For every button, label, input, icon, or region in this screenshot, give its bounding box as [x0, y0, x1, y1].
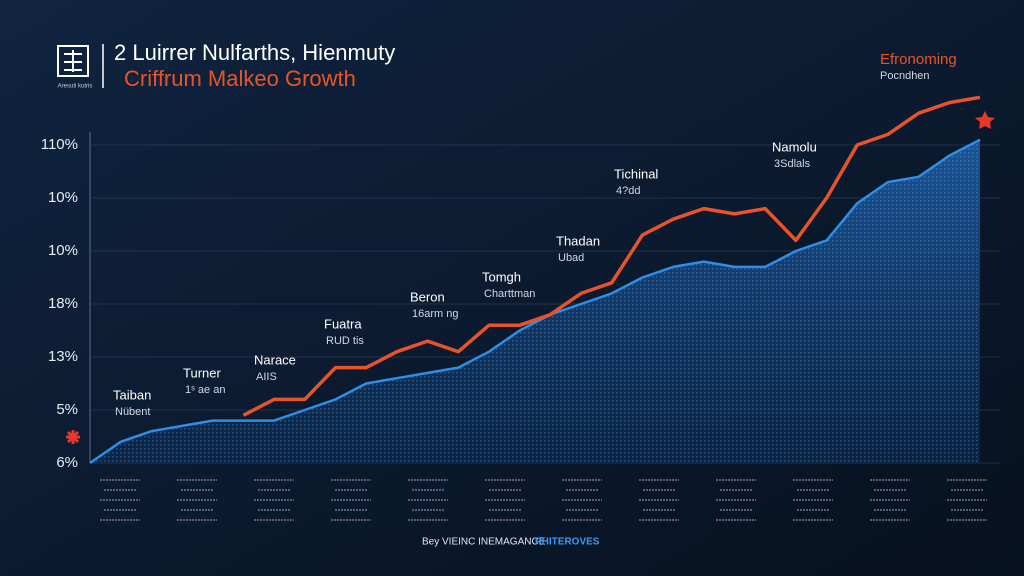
area-texture: [90, 139, 980, 463]
y-tick-label: 110%: [41, 136, 78, 153]
annotation-title: Fuatra: [324, 316, 362, 331]
footer-text: Bey VIEINC INEMAGANCE: [422, 537, 546, 548]
y-tick-label: 10%: [48, 242, 78, 259]
logo-caption: Aresuti kutris: [58, 84, 93, 90]
series-line: [242, 95, 981, 417]
left-marker: [66, 430, 80, 444]
series-line: [89, 138, 981, 465]
y-tick-label: 18%: [48, 295, 78, 312]
y-tick-label: 10%: [48, 189, 78, 206]
annotation-title: Tomgh: [482, 269, 521, 284]
annotation-subtitle: Nübent: [115, 406, 150, 418]
annotation-subtitle: 16arm ng: [412, 308, 458, 320]
annotation-subtitle: RUD tis: [326, 335, 364, 347]
footer-highlight: PHITEROVES: [535, 537, 600, 548]
annotation-subtitle: 1ˢ ae an: [185, 384, 225, 396]
annotation-subtitle: 4?dd: [616, 185, 640, 197]
annotation-title: Tichinal: [614, 166, 658, 181]
logo: Aresuti kutris: [57, 44, 104, 90]
annotation-subtitle: Ubad: [558, 252, 584, 264]
annotation-title: Beron: [410, 289, 445, 304]
chart-title: 2 Luirrer Nulfarths, Hienmuty: [114, 40, 395, 65]
annotation-title: Namolu: [772, 139, 817, 154]
end-marker: [975, 111, 995, 129]
annotation-title: Taiban: [113, 387, 151, 402]
x-axis-decoration: [100, 479, 987, 521]
y-tick-label: 5%: [56, 401, 78, 418]
annotation-subtitle: AIIS: [256, 371, 277, 383]
annotation-title: Thadan: [556, 233, 600, 248]
annotation-title: Efronoming: [880, 51, 957, 68]
chart-subtitle: Criffrum Malkeo Growth: [124, 66, 356, 91]
annotation-subtitle: 3Sdlals: [774, 158, 811, 170]
annotation-title: Turner: [183, 365, 221, 380]
annotation-subtitle: Pocndhen: [880, 70, 930, 82]
annotation-title: Narace: [254, 352, 296, 367]
y-tick-label: 13%: [48, 348, 78, 365]
annotation-subtitle: Charttman: [484, 288, 535, 300]
y-tick-label: 6%: [56, 454, 78, 471]
